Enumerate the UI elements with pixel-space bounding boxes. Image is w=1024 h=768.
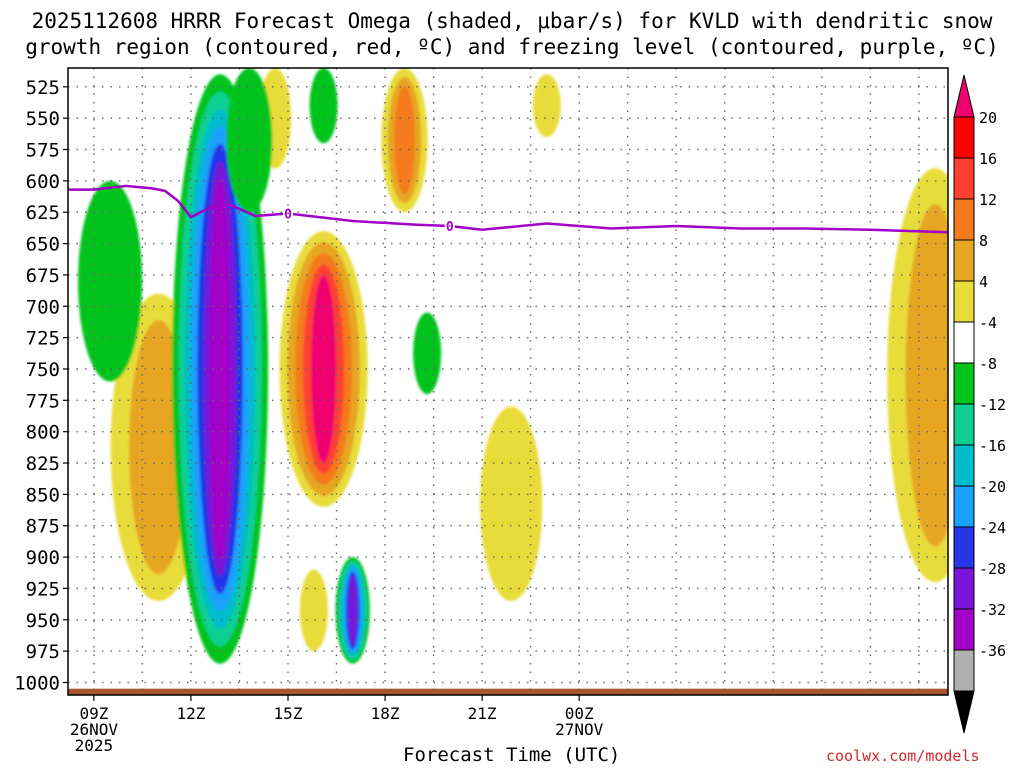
colorbar-label--4: -4	[979, 314, 997, 332]
y-tick-label-975: 975	[26, 641, 60, 663]
x-tick-label-18Z: 18Z	[371, 704, 400, 723]
x-tick-label-21Z: 21Z	[468, 704, 497, 723]
x-tick-date-09Z: 26NOV	[70, 720, 119, 739]
colorbar-swatch-6	[953, 362, 975, 405]
colorbar: 20 16 12 8 4 -4 -8 -12 -16 -20 -24 -28 -32 -36	[953, 74, 1006, 734]
ground-surface-strip	[68, 688, 948, 695]
omega-contour-ascent-13-level--8	[413, 312, 442, 395]
omega-contour-ascent-10-level--8	[226, 68, 273, 213]
y-tick-label-900: 900	[26, 547, 60, 569]
x-axis-label: Forecast Time (UTC)	[403, 744, 621, 766]
freezing-label-bg-0	[283, 206, 293, 221]
colorbar-label-12: 12	[979, 191, 997, 209]
colorbar-label--32: -32	[979, 601, 1006, 619]
freezing-level-label-0: 0	[284, 208, 292, 223]
colorbar-label--20: -20	[979, 478, 1006, 496]
omega-contour-subsidence-7-level-4	[299, 569, 328, 652]
omega-contour-subsidence-5-level-4	[532, 74, 561, 137]
y-tick-label-650: 650	[26, 234, 60, 256]
y-tick-label-625: 625	[26, 202, 60, 224]
omega-contour-ascent-9-level--32	[210, 179, 231, 559]
colorbar-over-triangle	[953, 74, 975, 118]
colorbar-label-4: 4	[979, 273, 988, 291]
colorbar-swatch-7	[953, 403, 975, 446]
y-tick-label-800: 800	[26, 422, 60, 444]
freezing-level-line	[68, 184, 948, 234]
chart-title-line-1: 2025112608 HRRR Forecast Omega (shaded, …	[31, 9, 993, 33]
colorbar-label--28: -28	[979, 560, 1006, 578]
omega-contour-subsidence-4-level-4	[480, 406, 543, 601]
plot-frame	[67, 67, 949, 696]
y-tick-label-675: 675	[26, 265, 60, 287]
y-tick-label-600: 600	[26, 171, 60, 193]
colorbar-label--24: -24	[979, 519, 1006, 537]
y-tick-label-700: 700	[26, 296, 60, 318]
y-tick-label-875: 875	[26, 516, 60, 538]
colorbar-swatch-12	[953, 608, 975, 651]
omega-contour-ascent-11-level--8	[309, 68, 338, 144]
colorbar-label-20: 20	[979, 109, 997, 127]
freezing-level-label-1: 0	[446, 220, 454, 235]
y-tick-label-950: 950	[26, 610, 60, 632]
y-tick-label-525: 525	[26, 77, 60, 99]
colorbar-swatch-8	[953, 444, 975, 487]
omega-contour-subsidence-6-level-8	[905, 204, 948, 547]
x-tick-date-00Z: 27NOV	[555, 720, 604, 739]
colorbar-label-16: 16	[979, 150, 997, 168]
colorbar-label--12: -12	[979, 396, 1006, 414]
omega-contour-ascent-12-level--28	[348, 575, 357, 646]
y-tick-label-850: 850	[26, 484, 60, 506]
colorbar-label--36: -36	[979, 642, 1006, 660]
colorbar-swatch-13	[953, 649, 975, 692]
colorbar-swatch-1	[953, 157, 975, 200]
y-tick-label-1000: 1000	[14, 673, 60, 695]
y-tick-label-925: 925	[26, 578, 60, 600]
x-tick-label-12Z: 12Z	[176, 704, 205, 723]
colorbar-swatch-11	[953, 567, 975, 610]
colorbar-swatch-4	[953, 280, 975, 323]
colorbar-label--8: -8	[979, 355, 997, 373]
colorbar-swatch-10	[953, 526, 975, 569]
y-tick-label-550: 550	[26, 108, 60, 130]
x-tick-label-09Z: 09Z	[79, 704, 108, 723]
credit-link[interactable]: coolwx.com/models	[826, 747, 980, 765]
omega-contour-subsidence-1-level-12	[394, 86, 415, 195]
colorbar-label-8: 8	[979, 232, 988, 250]
freezing-label-bg-1	[444, 219, 455, 233]
y-tick-label-575: 575	[26, 140, 60, 162]
chart-title-line-2: growth region (contoured, red, ºC) and f…	[25, 35, 999, 59]
colorbar-label--16: -16	[979, 437, 1006, 455]
colorbar-swatch-5	[953, 321, 975, 364]
colorbar-under-triangle	[953, 690, 975, 734]
colorbar-swatch-3	[953, 239, 975, 282]
x-tick-year-09Z: 2025	[75, 736, 114, 755]
y-tick-label-825: 825	[26, 453, 60, 475]
freezing-level-contour: 00	[68, 184, 948, 235]
y-tick-label-725: 725	[26, 328, 60, 350]
y-tick-label-775: 775	[26, 390, 60, 412]
omega-contour-ascent-8-level--8	[78, 180, 143, 382]
y-tick-label-750: 750	[26, 359, 60, 381]
colorbar-swatch-2	[953, 198, 975, 241]
y-axis-pressure: 525 550 575 600 625 650 675 700 725 750 775 800 825 8…	[14, 77, 68, 695]
colorbar-swatch-0	[953, 116, 975, 159]
x-tick-label-00Z: 00Z	[565, 704, 594, 723]
colorbar-swatch-9	[953, 485, 975, 528]
x-tick-label-15Z: 15Z	[274, 704, 303, 723]
